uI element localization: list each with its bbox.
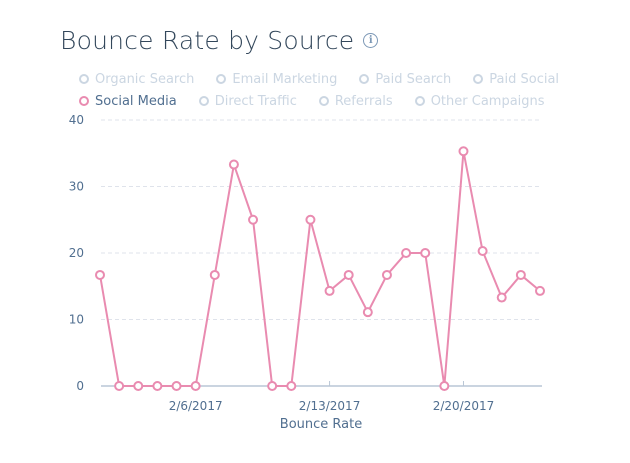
legend-label: Direct Traffic — [214, 93, 297, 109]
y-tick-label: 40 — [69, 113, 84, 127]
legend-item-organic-search[interactable]: Organic Search — [79, 72, 194, 87]
legend-circle-icon — [198, 96, 209, 106]
data-point — [324, 285, 335, 296]
legend-label: Referrals — [334, 93, 393, 109]
legend-label: Other Campaigns — [430, 93, 545, 109]
data-point — [152, 381, 163, 391]
legend-label: Email Marketing — [232, 71, 338, 87]
legend-row: Social Media Direct Traffic Referrals Other… — [79, 90, 559, 112]
data-point — [477, 246, 488, 257]
data-point — [439, 381, 450, 391]
chart-title-text: Bounce Rate by Source — [60, 26, 355, 55]
legend-label: Organic Search — [95, 71, 195, 87]
data-point — [114, 381, 125, 391]
legend-circle-icon — [216, 74, 227, 84]
legend-circle-icon — [473, 74, 484, 84]
data-point — [171, 381, 182, 391]
legend-label: Paid Social — [489, 71, 560, 87]
legend-circle-icon — [79, 74, 89, 84]
data-point — [305, 214, 316, 225]
data-point — [401, 248, 412, 258]
legend: Organic Search Email Marketing Paid Search… — [79, 68, 559, 112]
chart-title: Bounce Rate by Source i — [60, 26, 379, 55]
data-point — [420, 248, 431, 258]
data-point — [343, 269, 354, 280]
info-icon[interactable]: i — [363, 33, 379, 48]
legend-item-paid-social[interactable]: Paid Social — [473, 72, 559, 87]
y-tick-label: 10 — [69, 313, 84, 327]
data-point — [209, 269, 220, 280]
legend-label: Social Media — [95, 93, 177, 109]
data-point — [190, 381, 201, 391]
x-tick-label: 2/20/2017 — [433, 399, 495, 413]
data-point — [515, 269, 526, 280]
data-point — [286, 381, 297, 391]
legend-row: Organic Search Email Marketing Paid Search… — [79, 68, 559, 90]
data-point — [362, 307, 373, 318]
data-point — [496, 292, 507, 303]
legend-item-other-campaigns[interactable]: Other Campaigns — [414, 93, 545, 109]
y-tick-label: 20 — [69, 246, 84, 260]
legend-circle-icon — [79, 96, 89, 106]
data-point — [381, 269, 392, 280]
data-point — [267, 381, 278, 391]
legend-item-paid-search[interactable]: Paid Search — [359, 72, 451, 87]
legend-item-email-marketing[interactable]: Email Marketing — [216, 72, 337, 87]
y-tick-label: 0 — [76, 379, 84, 393]
legend-circle-icon — [318, 96, 329, 106]
y-tick-label: 30 — [69, 180, 84, 194]
data-point — [535, 285, 545, 296]
data-point — [248, 214, 259, 225]
data-point — [95, 269, 105, 280]
x-axis-label: Bounce Rate — [280, 417, 362, 432]
legend-item-referrals[interactable]: Referrals — [318, 93, 393, 109]
x-tick-label: 2/13/2017 — [299, 399, 361, 413]
legend-item-direct-traffic[interactable]: Direct Traffic — [198, 93, 297, 109]
legend-circle-icon — [359, 74, 370, 84]
legend-circle-icon — [414, 96, 425, 106]
data-point — [133, 381, 144, 391]
legend-item-social-media[interactable]: Social Media — [79, 94, 177, 109]
data-point — [228, 159, 239, 170]
legend-label: Paid Search — [375, 71, 452, 87]
data-point — [458, 146, 469, 157]
x-tick-label: 2/6/2017 — [169, 399, 223, 413]
